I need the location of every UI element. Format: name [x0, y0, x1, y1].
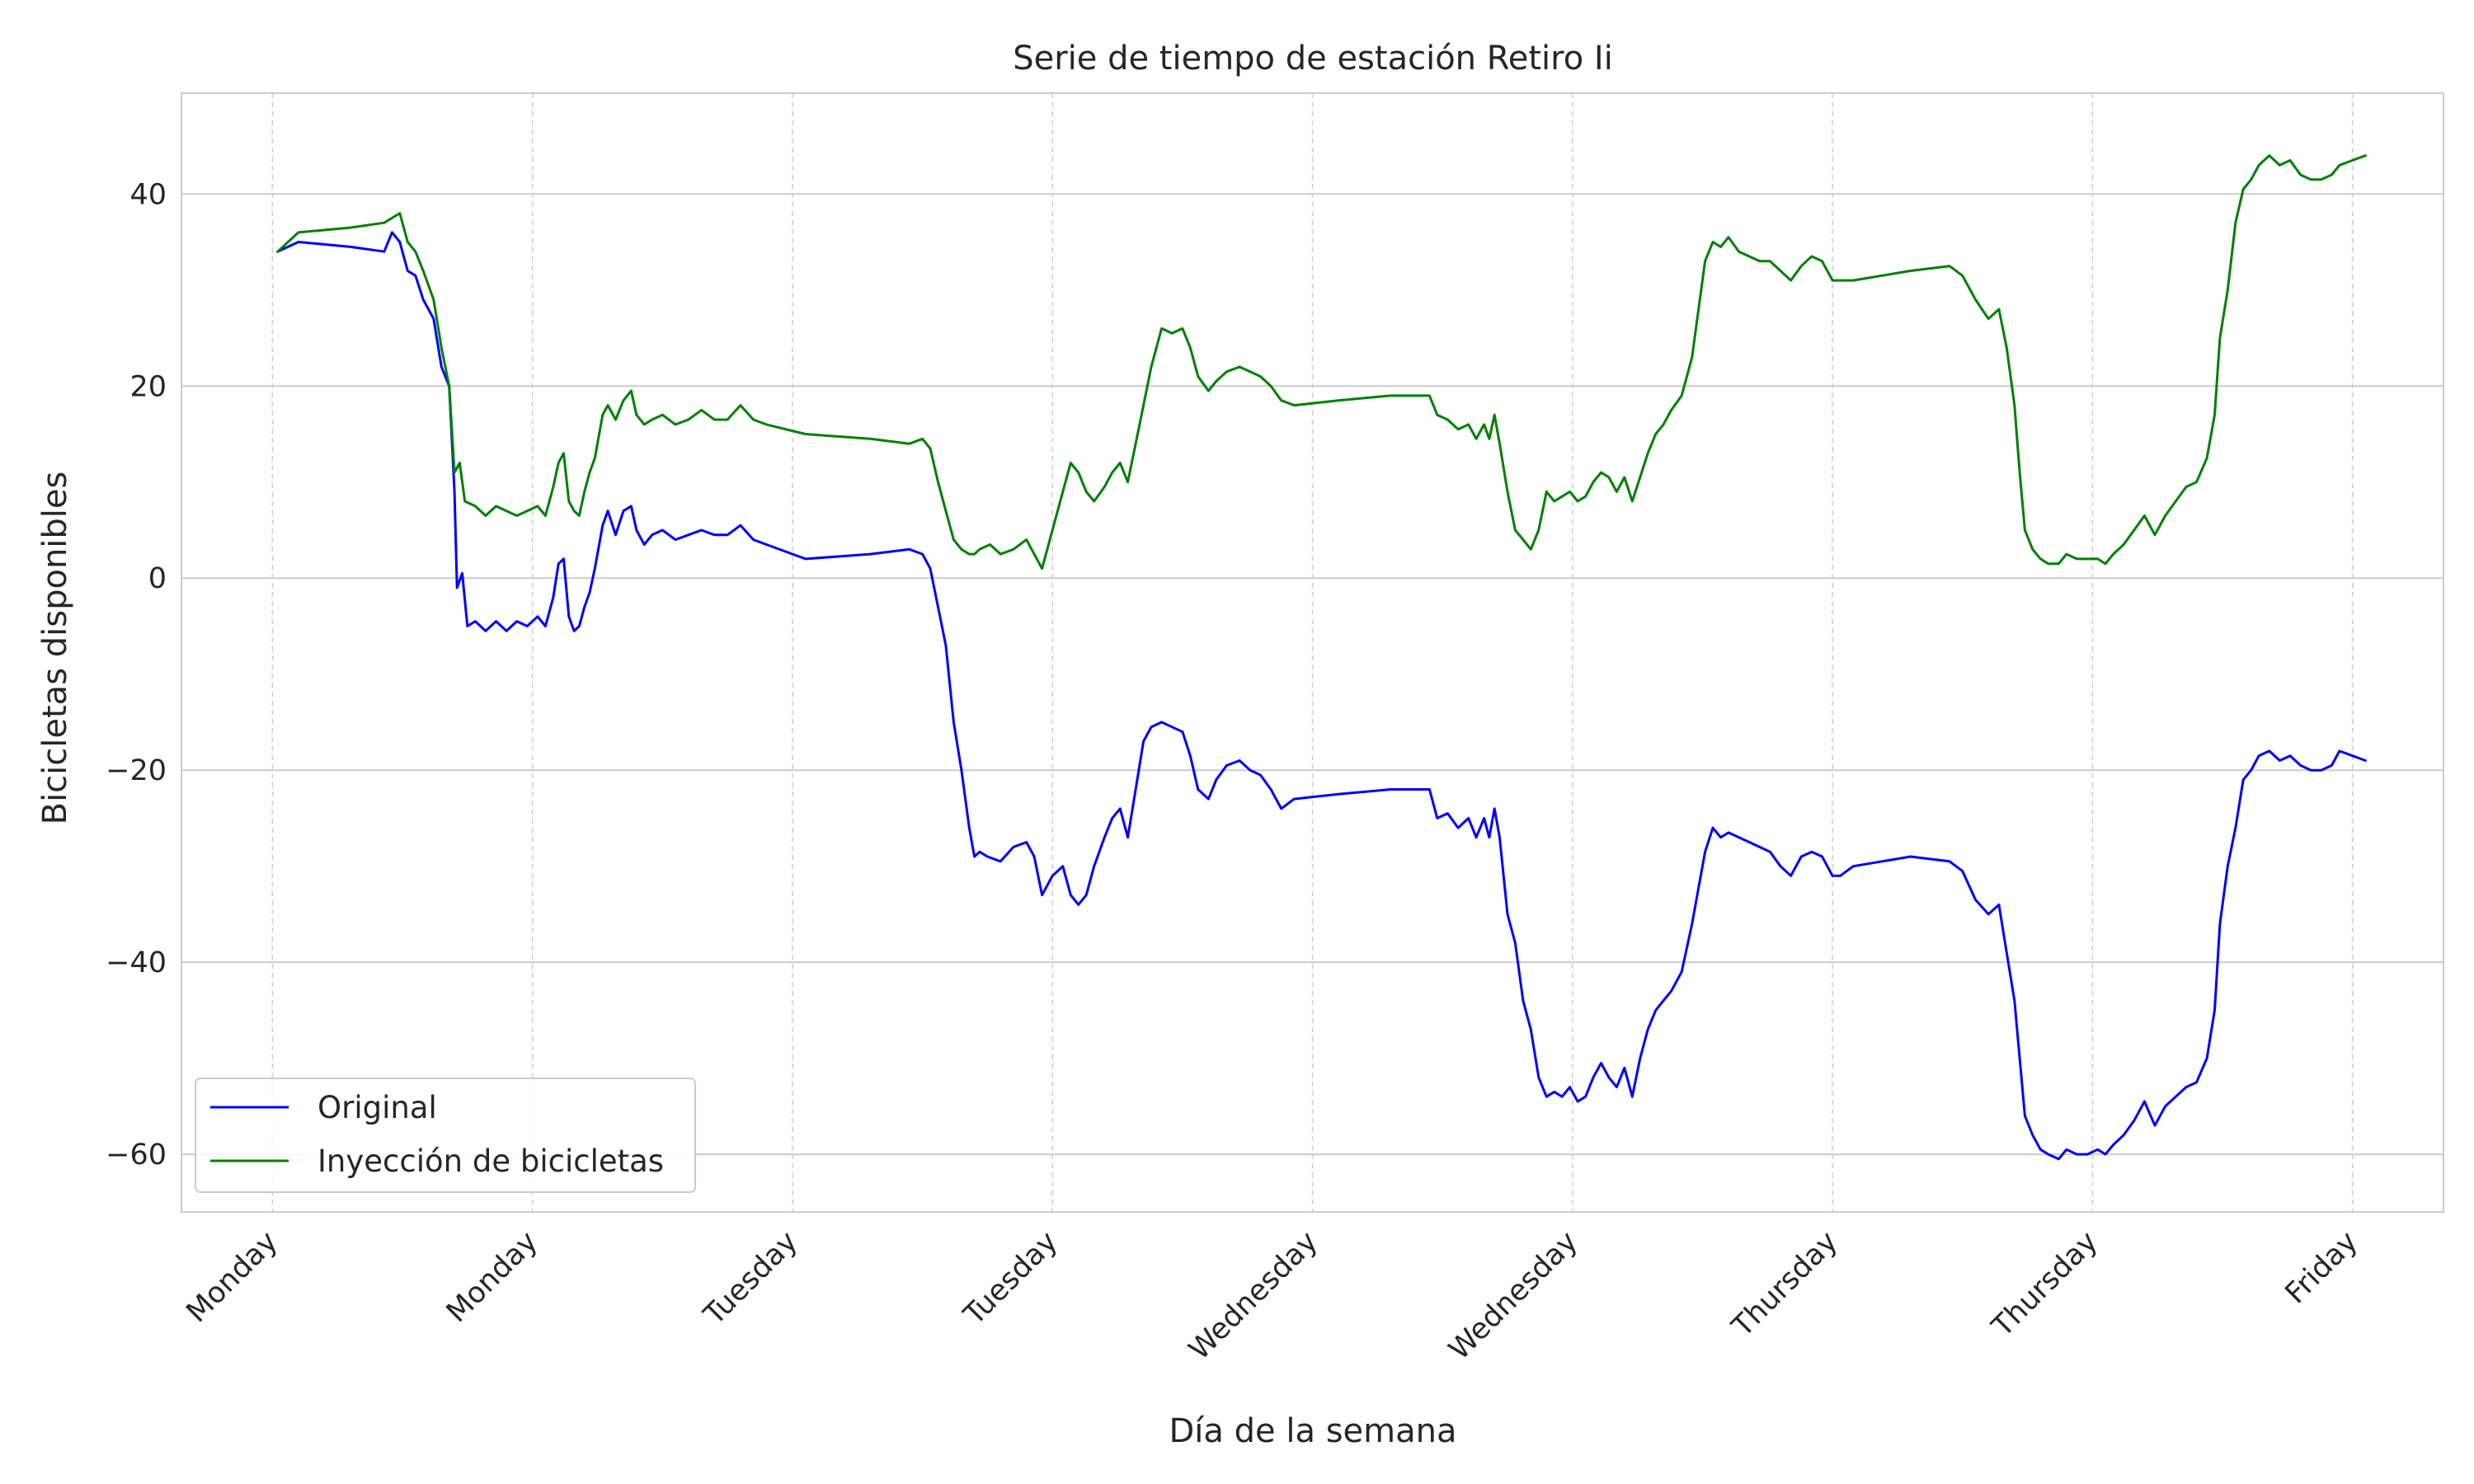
legend-label-injection: Inyección de bicicletas [317, 1144, 664, 1179]
series-line-inyeccion [276, 154, 2367, 571]
y-axis-label: Bicicletas disponibles [36, 472, 74, 825]
legend-label-original: Original [317, 1090, 437, 1125]
y-tick-label: 40 [129, 178, 167, 211]
y-tick-label: −40 [106, 946, 167, 979]
y-tick-label: −60 [106, 1139, 167, 1172]
legend: Original Inyección de bicicletas [195, 1078, 696, 1193]
y-tick-label: −20 [106, 754, 167, 787]
series-line-original [276, 231, 2367, 1161]
x-axis-label: Día de la semana [1169, 1412, 1457, 1450]
chart-title: Serie de tiempo de estación Retiro Ii [1013, 40, 1613, 77]
legend-box [195, 1078, 696, 1193]
plot-frame [181, 92, 2444, 1213]
y-tick-label: 0 [148, 562, 167, 595]
series-lines [276, 154, 2367, 1161]
plot-area [181, 93, 2443, 1212]
y-tick-label: 20 [129, 370, 167, 403]
